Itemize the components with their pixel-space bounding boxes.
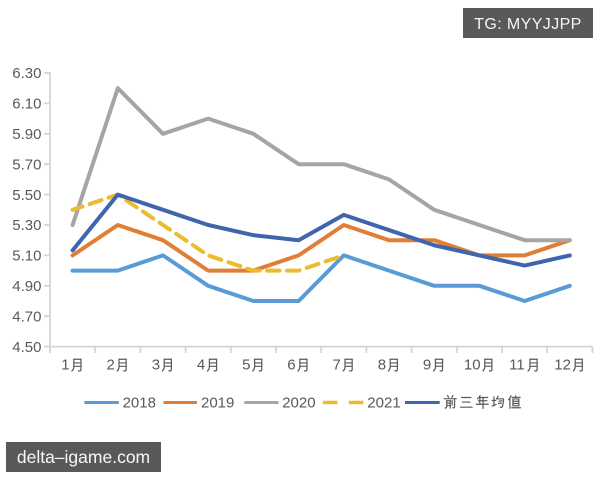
svg-text:1: 1 xyxy=(61,357,69,374)
svg-text:5.70: 5.70 xyxy=(12,156,41,173)
svg-text:5.30: 5.30 xyxy=(12,217,41,234)
svg-text:5.50: 5.50 xyxy=(12,187,41,204)
svg-text:9: 9 xyxy=(423,357,431,374)
svg-text:10: 10 xyxy=(464,357,481,374)
svg-text:2018: 2018 xyxy=(123,395,156,412)
svg-text:3: 3 xyxy=(152,357,160,374)
svg-text:4.50: 4.50 xyxy=(12,339,41,356)
svg-text:2020: 2020 xyxy=(282,395,315,412)
svg-text:6.30: 6.30 xyxy=(12,65,41,82)
svg-text:5.90: 5.90 xyxy=(12,126,41,143)
svg-text:8: 8 xyxy=(378,357,386,374)
svg-text:6.10: 6.10 xyxy=(12,96,41,113)
svg-text:11: 11 xyxy=(509,357,525,374)
svg-text:5.10: 5.10 xyxy=(12,248,41,265)
svg-text:2021: 2021 xyxy=(367,395,400,412)
svg-text:2: 2 xyxy=(107,357,115,374)
svg-text:12: 12 xyxy=(554,357,571,374)
svg-text:7: 7 xyxy=(333,357,341,374)
svg-text:4: 4 xyxy=(197,357,205,374)
svg-text:4.90: 4.90 xyxy=(12,278,41,295)
svg-text:6: 6 xyxy=(287,357,295,374)
svg-text:4.70: 4.70 xyxy=(12,308,41,325)
svg-text:2019: 2019 xyxy=(201,395,234,412)
svg-text:5: 5 xyxy=(242,357,250,374)
